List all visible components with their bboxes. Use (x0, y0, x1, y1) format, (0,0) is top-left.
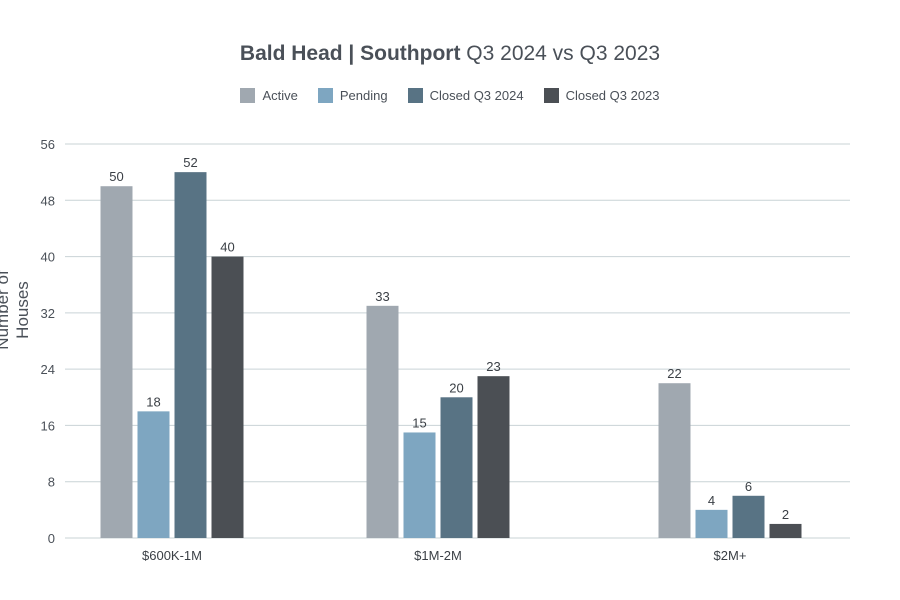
chart-title: Bald Head | Southport Q3 2024 vs Q3 2023 (0, 42, 900, 66)
legend-label: Pending (339, 88, 388, 103)
data-label: 52 (183, 155, 197, 170)
legend-swatch (543, 88, 559, 103)
chart-title-bold: Bald Head | Southport (239, 42, 461, 65)
y-tick-label: 0 (48, 531, 55, 546)
data-label: 22 (667, 366, 681, 381)
y-tick-label: 56 (41, 137, 55, 152)
legend-label: Active (262, 88, 298, 103)
legend-label: Closed Q3 2023 (565, 88, 660, 103)
data-label: 50 (109, 169, 123, 184)
y-tick-label: 16 (41, 418, 55, 433)
bar (137, 411, 170, 538)
bar (211, 256, 244, 538)
bar (440, 397, 473, 538)
data-label: 2 (782, 507, 789, 522)
data-label: 23 (486, 359, 500, 374)
legend-item: Closed Q3 2024 (407, 88, 524, 103)
data-label: 6 (745, 479, 752, 494)
bar (658, 383, 691, 538)
legend-item: Active (240, 88, 298, 103)
legend: Active Pending Closed Q3 2024 Closed Q3 202… (0, 88, 900, 103)
y-tick-label: 40 (41, 250, 55, 265)
x-tick-label: $2M+ (714, 548, 747, 563)
data-label: 33 (375, 289, 389, 304)
x-tick-label: $1M-2M (414, 548, 462, 563)
bar (695, 509, 728, 538)
legend-swatch (407, 88, 423, 103)
bar (769, 523, 802, 538)
bar (100, 186, 133, 538)
bar (732, 495, 765, 538)
data-label: 40 (220, 240, 234, 255)
data-label: 15 (412, 415, 426, 430)
bar (403, 432, 436, 538)
chart-title-rest: Q3 2024 vs Q3 2023 (460, 42, 661, 65)
legend-swatch (240, 88, 256, 103)
legend-label: Closed Q3 2024 (429, 88, 524, 103)
data-label: 18 (146, 394, 160, 409)
legend-item: Pending (317, 88, 388, 103)
bar (174, 172, 207, 538)
y-tick-label: 32 (41, 306, 55, 321)
x-tick-label: $600K-1M (142, 548, 202, 563)
data-label: 4 (708, 493, 715, 508)
y-tick-label: 48 (41, 193, 55, 208)
legend-item: Closed Q3 2023 (543, 88, 660, 103)
y-tick-label: 8 (48, 475, 55, 490)
data-label: 20 (449, 380, 463, 395)
bar (477, 376, 510, 538)
bar (366, 305, 399, 538)
y-tick-label: 24 (41, 362, 55, 377)
legend-swatch (317, 88, 333, 103)
